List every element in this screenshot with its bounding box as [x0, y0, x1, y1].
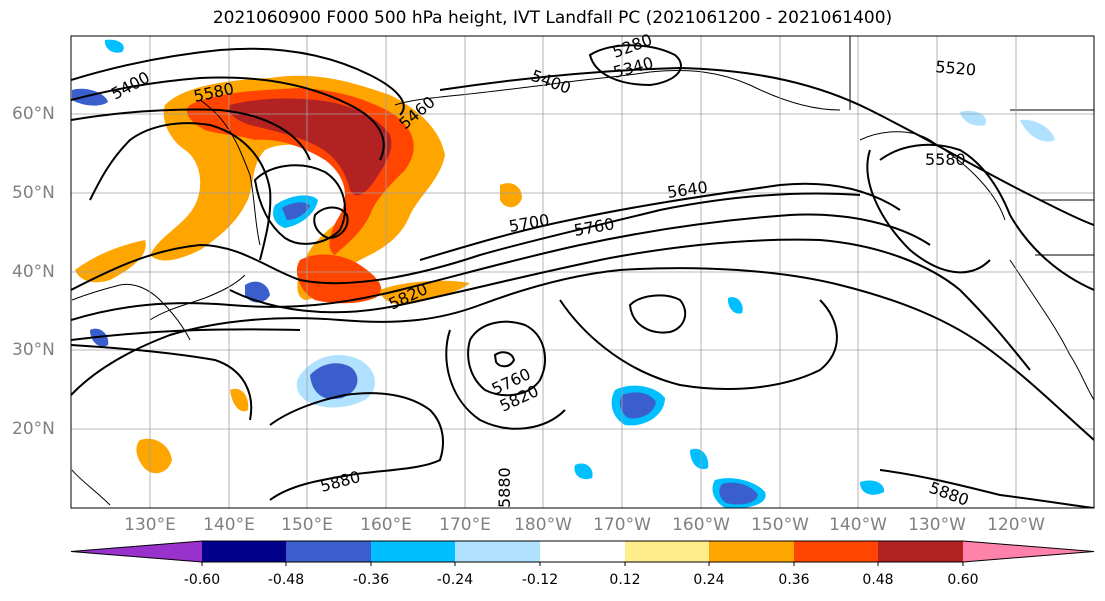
colorbar-tick-label: 0.48	[862, 572, 894, 588]
contour-label: 5400	[529, 66, 574, 98]
colorbar-segment	[878, 541, 963, 562]
coastlines	[71, 36, 1094, 506]
colorbar-segment	[540, 541, 625, 562]
colorbar-tick-label: -0.36	[352, 572, 390, 588]
colorbar-segment	[963, 541, 1094, 562]
lat-label-50n: 50°N	[12, 183, 55, 203]
colorbar-segment	[709, 541, 794, 562]
colorbar-segment	[455, 541, 540, 562]
contour-label: 5880	[318, 467, 362, 496]
colorbar-segment	[286, 541, 371, 562]
colorbar-tick-label: -0.24	[436, 572, 474, 588]
lon-label: 130°E	[124, 515, 176, 535]
contour-label: 5880	[495, 467, 514, 508]
colorbar-segment	[202, 541, 286, 562]
map-title: 2021060900 F000 500 hPa height, IVT Land…	[212, 8, 893, 28]
lon-label: 170°W	[593, 515, 651, 535]
lat-label-40n: 40°N	[12, 262, 55, 282]
colorbar-tick-label: 0.60	[947, 572, 979, 588]
lon-label: 160°W	[672, 515, 730, 535]
lon-label: 150°E	[281, 515, 333, 535]
colorbar-segment	[794, 541, 878, 562]
lon-label: 170°E	[439, 515, 491, 535]
colorbar-tick-label: 0.12	[609, 572, 641, 588]
lon-label: 140°W	[829, 515, 887, 535]
lon-label: 120°W	[987, 515, 1045, 535]
contour-label: 5700	[507, 210, 550, 236]
lon-label: 180°W	[514, 515, 572, 535]
colorbar-tick-label: 0.24	[693, 572, 725, 588]
contour-label: 5580	[925, 150, 966, 169]
colorbar-tick-label: -0.12	[521, 572, 559, 588]
contour-label: 5880	[927, 478, 972, 510]
map-frame	[70, 35, 1095, 509]
contour-label: 5400	[108, 68, 153, 104]
height-contours	[71, 44, 1094, 508]
lon-label: 160°E	[360, 515, 412, 535]
colorbar-segment	[71, 541, 202, 562]
contour-label: 5640	[666, 177, 709, 201]
contour-label: 5520	[935, 57, 977, 79]
colorbar-segment	[625, 541, 709, 562]
lat-label-20n: 20°N	[12, 419, 55, 439]
colorbar-tick-label: -0.48	[267, 572, 305, 588]
colorbar-segment	[371, 541, 455, 562]
gridlines	[71, 36, 1094, 508]
lat-label-60n: 60°N	[12, 104, 55, 124]
lat-label-30n: 30°N	[12, 340, 55, 360]
colorbar	[70, 540, 1095, 566]
ivt-shading	[72, 39, 1055, 508]
lon-label: 130°W	[908, 515, 966, 535]
lon-label: 140°E	[203, 515, 255, 535]
colorbar-tick-label: 0.36	[778, 572, 810, 588]
colorbar-tick-label: -0.60	[183, 572, 221, 588]
lon-label: 150°W	[751, 515, 809, 535]
